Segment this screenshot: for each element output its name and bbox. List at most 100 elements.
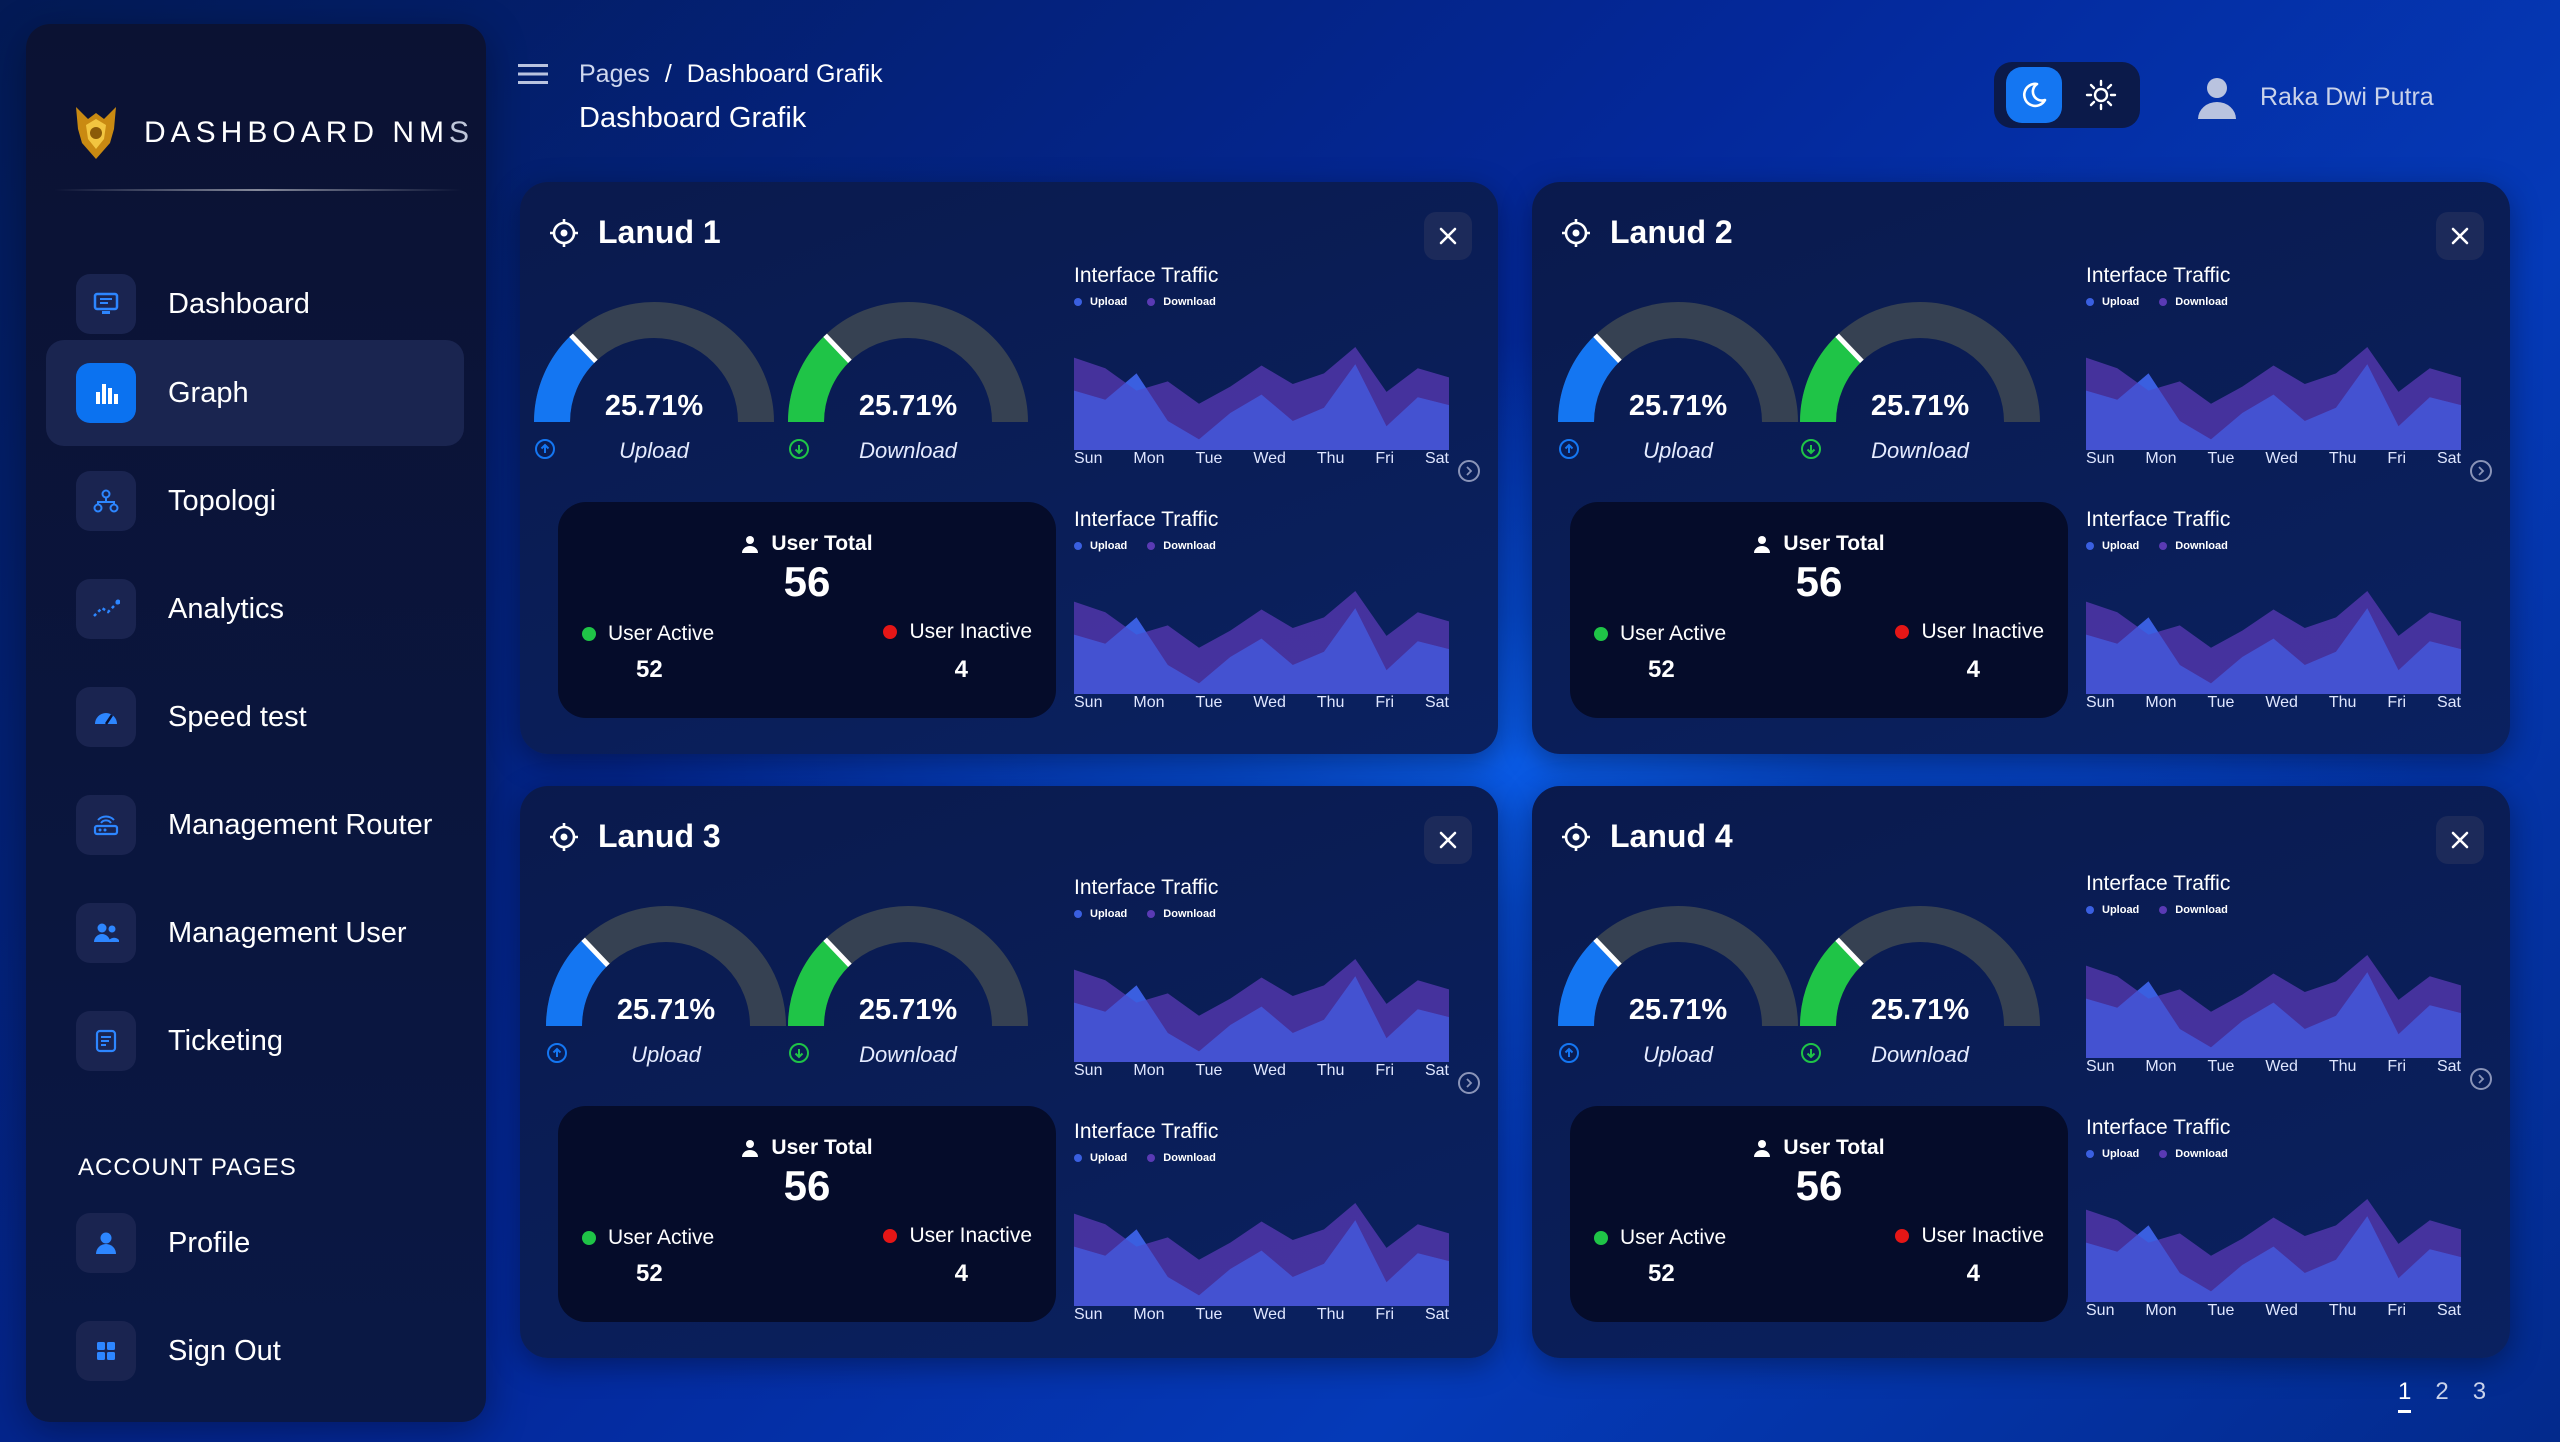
- chart-next-button[interactable]: [1458, 1072, 1480, 1094]
- download-label: Download: [788, 438, 1028, 464]
- legend-download[interactable]: Download: [2159, 904, 2228, 916]
- user-inactive-label-row: User Inactive: [883, 1224, 1032, 1248]
- active-status-dot: [1594, 1231, 1608, 1245]
- user-name: Raka Dwi Putra: [2260, 82, 2434, 111]
- chart-next-button[interactable]: [2470, 460, 2492, 482]
- legend-download[interactable]: Download: [2159, 1148, 2228, 1160]
- sidebar-item-management-router[interactable]: Management Router: [46, 772, 464, 878]
- download-label: Download: [1800, 1042, 2040, 1068]
- sidebar-item-label: Topologi: [168, 484, 277, 517]
- interface-traffic-chart: Interface Traffic Upload Download Sun Mon Tue…: [1068, 876, 1458, 1091]
- download-percentage: 25.71%: [858, 390, 958, 422]
- sidebar-item-management-user[interactable]: Management User: [46, 880, 464, 986]
- user-active-value: 52: [636, 656, 663, 683]
- sidebar-item-speed-test[interactable]: Speed test: [46, 664, 464, 770]
- sidebar-item-ticketing[interactable]: Ticketing: [46, 988, 464, 1094]
- upload-label: Upload: [1558, 438, 1798, 464]
- legend-upload[interactable]: Upload: [2086, 904, 2139, 916]
- sidebar-item-label: Speed test: [168, 700, 307, 733]
- sun-icon: [2085, 79, 2116, 111]
- breadcrumb: Pages / Dashboard Grafik: [579, 60, 883, 89]
- traffic-x-axis: Sun Mon Tue Wed Thu Fri Sat: [1074, 1306, 1449, 1324]
- sidebar-item-analytics[interactable]: Analytics: [46, 556, 464, 662]
- traffic-x-axis: Sun Mon Tue Wed Thu Fri Sat: [1074, 1062, 1449, 1080]
- breadcrumb-root[interactable]: Pages: [579, 60, 650, 88]
- legend-upload[interactable]: Upload: [2086, 540, 2139, 552]
- legend-upload[interactable]: Upload: [2086, 1148, 2139, 1160]
- sidebar-item-profile[interactable]: Profile: [46, 1190, 464, 1296]
- legend-upload[interactable]: Upload: [1074, 296, 1127, 308]
- sidebar-item-graph[interactable]: Graph: [46, 340, 464, 446]
- traffic-chart-title: Interface Traffic: [2086, 1116, 2231, 1139]
- x-tick-label: Sat: [2436, 694, 2461, 711]
- card-title-text: Lanud 4: [1610, 818, 1733, 854]
- active-status-dot: [582, 627, 596, 641]
- target-icon: [1562, 218, 1590, 247]
- page-3-link[interactable]: 3: [2472, 1378, 2487, 1405]
- legend-upload[interactable]: Upload: [1074, 1152, 1127, 1164]
- light-mode-button[interactable]: [2073, 67, 2129, 123]
- user-total-value: 56: [1795, 1162, 1843, 1209]
- bar-chart-icon: [76, 363, 136, 423]
- chart-next-button[interactable]: [2470, 1068, 2492, 1090]
- legend-upload[interactable]: Upload: [2086, 296, 2139, 308]
- breadcrumb-separator: /: [664, 60, 672, 88]
- legend-download[interactable]: Download: [2159, 540, 2228, 552]
- download-label-text: Download: [859, 438, 957, 463]
- close-card-button[interactable]: [2436, 212, 2484, 260]
- hamburger-menu-icon[interactable]: [516, 62, 550, 86]
- legend-upload[interactable]: Upload: [1074, 540, 1127, 552]
- traffic-x-axis: Sun Mon Tue Wed Thu Fri Sat: [2086, 1058, 2461, 1076]
- brand-logo-icon: [76, 107, 116, 159]
- legend-download[interactable]: Download: [1147, 1152, 1216, 1164]
- legend-upload[interactable]: Upload: [1074, 908, 1127, 920]
- sign-out-icon: [76, 1321, 136, 1381]
- user-stats-panel: User Total 56 User Active 52 User Inactive 4: [1570, 502, 2068, 718]
- inactive-status-dot: [883, 625, 898, 639]
- close-card-button[interactable]: [1424, 212, 1472, 260]
- interface-traffic-chart: Interface Traffic Upload Download Sun Mon Tue…: [2080, 508, 2470, 723]
- legend-download[interactable]: Download: [1147, 540, 1216, 552]
- legend-download[interactable]: Download: [2159, 296, 2228, 308]
- sidebar-item-sign-out[interactable]: Sign Out: [46, 1298, 464, 1404]
- x-tick-label: Sun: [1074, 450, 1103, 467]
- dark-mode-button[interactable]: [2005, 67, 2062, 123]
- upload-label-text: Upload: [1643, 438, 1713, 463]
- user-active-value: 52: [1648, 656, 1675, 683]
- download-arrow-icon: [789, 1043, 809, 1063]
- user-total-label: User Total: [1783, 532, 1885, 555]
- x-tick-label: Sat: [1424, 1306, 1449, 1323]
- sidebar-item-dashboard[interactable]: Dashboard: [46, 251, 464, 357]
- traffic-legend: Upload Download: [2086, 296, 2228, 308]
- x-tick-label: Thu: [2328, 1302, 2357, 1319]
- upload-arrow-icon: [1559, 439, 1579, 459]
- breadcrumb-current: Dashboard Grafik: [686, 60, 883, 88]
- user-stats-panel: User Total 56 User Active 52 User Inactive 4: [1570, 1106, 2068, 1322]
- page-2-link[interactable]: 2: [2435, 1378, 2449, 1405]
- user-menu[interactable]: Raka Dwi Putra: [2196, 75, 2434, 119]
- users-icon: [76, 903, 136, 963]
- user-total-label: User Total: [771, 532, 873, 555]
- legend-download[interactable]: Download: [1147, 908, 1216, 920]
- brand[interactable]: DASHBOARD NMS: [70, 82, 474, 184]
- monitor-icon: [76, 274, 136, 334]
- area-overlay: [1074, 976, 1449, 1062]
- x-tick-label: Sun: [1074, 694, 1103, 711]
- chart-next-button[interactable]: [1458, 460, 1480, 482]
- upload-gauge: 25.71% Upload: [534, 302, 774, 472]
- page-1-link[interactable]: 1: [2398, 1378, 2412, 1413]
- traffic-legend: Upload Download: [2086, 904, 2228, 916]
- traffic-x-axis: Sun Mon Tue Wed Thu Fri Sat: [1074, 450, 1449, 468]
- sidebar-item-topologi[interactable]: Topologi: [46, 448, 464, 554]
- close-card-button[interactable]: [1424, 816, 1472, 864]
- close-card-button[interactable]: [2436, 816, 2484, 864]
- user-active-value: 52: [636, 1260, 663, 1287]
- user-icon: [76, 1213, 136, 1273]
- inactive-status-dot: [1895, 1229, 1910, 1243]
- legend-download[interactable]: Download: [1147, 296, 1216, 308]
- x-tick-label: Fri: [2387, 450, 2407, 467]
- card-title: Lanud 3: [548, 818, 721, 855]
- active-status-dot: [1594, 627, 1608, 641]
- user-inactive-label: User Inactive: [909, 620, 1032, 643]
- user-active-label-row: User Active: [1594, 1226, 1726, 1250]
